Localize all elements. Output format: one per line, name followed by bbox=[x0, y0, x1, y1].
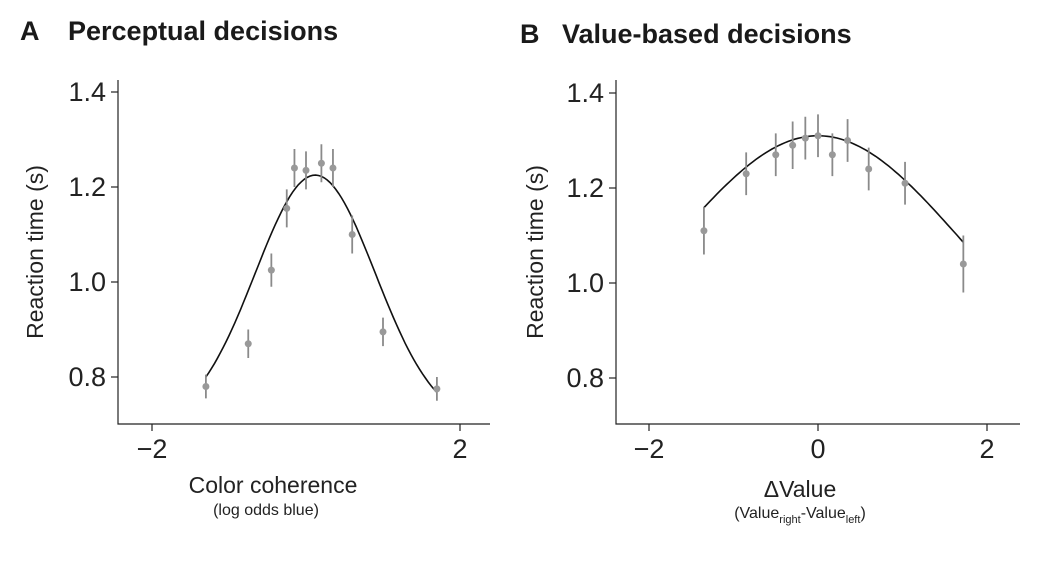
panel-b: B Value-based decisions 0.8 1.0 1.2 1.4 −2 0… bbox=[520, 19, 1020, 526]
data-point bbox=[814, 132, 822, 140]
panel-a-x-axis-label: Color coherence bbox=[189, 472, 358, 498]
panel-a-fit-curve bbox=[205, 174, 438, 393]
x-tick-label: 2 bbox=[452, 434, 467, 464]
panel-b-sublabel-part-1: (Value bbox=[734, 505, 779, 522]
panel-a-data-points bbox=[202, 144, 441, 401]
panel-a-y-axis-label: Reaction time (s) bbox=[22, 165, 48, 339]
y-tick-label: 1.2 bbox=[566, 173, 604, 203]
y-tick-label: 0.8 bbox=[68, 362, 106, 392]
panel-b-sublabel-subscript-right: right bbox=[779, 514, 800, 526]
panel-b-fit-curve bbox=[703, 135, 964, 243]
y-tick-label: 1.0 bbox=[566, 268, 604, 298]
data-point bbox=[865, 165, 873, 173]
data-point bbox=[772, 151, 780, 159]
data-point bbox=[844, 137, 852, 144]
panel-a: A Perceptual decisions 0.81.01.21.4 −2 2 … bbox=[20, 16, 490, 519]
panel-a-x-ticks: −2 2 bbox=[137, 424, 468, 464]
panel-b-axes bbox=[615, 80, 1020, 425]
panel-b-letter: B bbox=[520, 19, 540, 49]
x-tick-label: −2 bbox=[634, 434, 665, 464]
data-point bbox=[379, 328, 387, 336]
x-tick-label: −2 bbox=[137, 434, 168, 464]
panel-b-sublabel-part-2: -Value bbox=[801, 505, 846, 522]
panel-b-sublabel-part-3: ) bbox=[860, 505, 865, 522]
panel-b-x-axis-label: ΔValue bbox=[764, 476, 836, 502]
data-point bbox=[700, 227, 708, 235]
data-point bbox=[789, 141, 797, 149]
data-point bbox=[742, 170, 750, 178]
data-point bbox=[302, 166, 310, 174]
panel-b-data-points bbox=[700, 114, 967, 293]
panel-a-title: Perceptual decisions bbox=[68, 16, 338, 46]
panel-b-sublabel-subscript-left: left bbox=[846, 514, 861, 526]
data-point bbox=[329, 164, 337, 172]
data-point bbox=[317, 159, 325, 167]
panel-a-y-ticks: 0.8 1.0 1.2 1.4 bbox=[68, 77, 118, 392]
data-point bbox=[801, 134, 809, 142]
data-point bbox=[901, 179, 909, 187]
data-point bbox=[433, 385, 441, 393]
y-tick-label: 0.8 bbox=[566, 363, 604, 393]
y-tick-label: 1.0 bbox=[68, 267, 106, 297]
panel-b-y-ticks: 0.8 1.0 1.2 1.4 bbox=[566, 78, 616, 393]
data-point bbox=[267, 266, 275, 274]
y-tick-label: 1.2 bbox=[68, 172, 106, 202]
panel-b-x-axis-sublabel: (Valueright-Valueleft) bbox=[734, 505, 866, 526]
data-point bbox=[290, 164, 298, 172]
panel-a-axes bbox=[117, 80, 490, 425]
x-tick-label: 0 bbox=[810, 434, 825, 464]
data-point bbox=[244, 340, 252, 348]
panel-b-title: Value-based decisions bbox=[562, 19, 852, 49]
x-tick-label: 2 bbox=[979, 434, 994, 464]
panel-b-y-axis-label: Reaction time (s) bbox=[522, 165, 548, 339]
y-tick-label: 1.4 bbox=[566, 78, 604, 108]
data-point bbox=[283, 204, 291, 212]
data-point bbox=[348, 231, 356, 238]
data-point bbox=[959, 260, 967, 268]
y-tick-label: 1.4 bbox=[68, 77, 106, 107]
data-point bbox=[828, 151, 836, 159]
panel-a-letter: A bbox=[20, 16, 40, 46]
panel-a-x-axis-sublabel: (log odds blue) bbox=[213, 502, 319, 519]
panel-b-x-ticks: −2 0 2 bbox=[634, 424, 995, 464]
data-point bbox=[202, 383, 210, 390]
